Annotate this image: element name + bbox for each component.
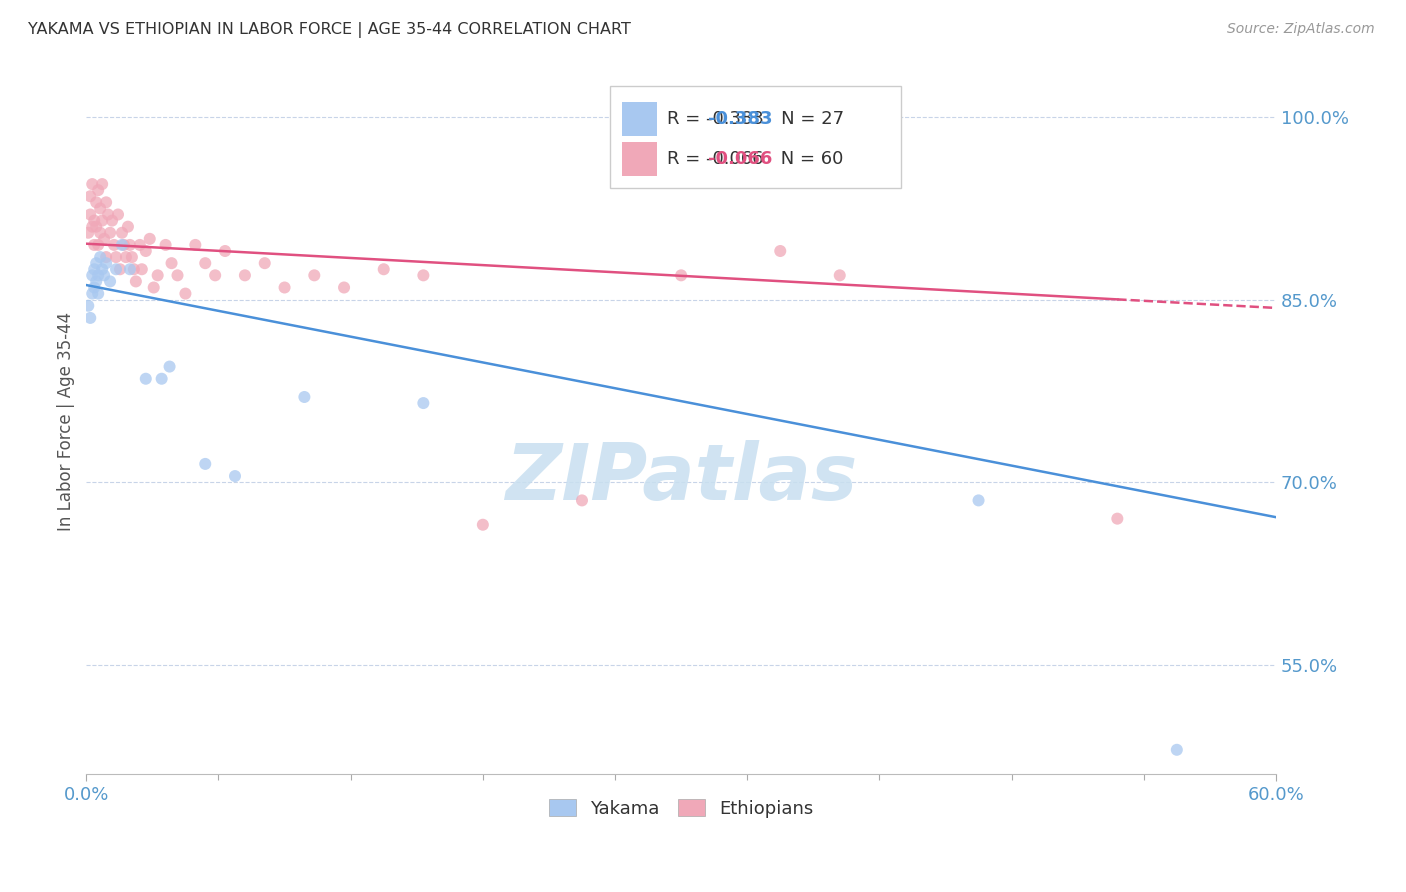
Legend: Yakama, Ethiopians: Yakama, Ethiopians	[541, 792, 821, 825]
Point	[94, 256, 117, 270]
Point	[87, 286, 110, 301]
Point	[93, 232, 115, 246]
FancyBboxPatch shape	[621, 102, 658, 136]
Point	[105, 262, 128, 277]
Point	[146, 268, 169, 283]
Point	[669, 268, 692, 283]
Point	[82, 268, 104, 283]
Point	[101, 213, 124, 227]
Point	[83, 238, 105, 252]
Text: Source: ZipAtlas.com: Source: ZipAtlas.com	[1227, 22, 1375, 37]
Point	[135, 372, 157, 386]
Point	[139, 232, 162, 246]
Point	[83, 262, 105, 277]
Point	[77, 226, 100, 240]
Point	[253, 256, 276, 270]
Point	[118, 238, 141, 252]
Text: R = -0.066   N = 60: R = -0.066 N = 60	[666, 150, 844, 168]
Point	[214, 244, 236, 258]
Point	[131, 262, 153, 277]
Point	[79, 189, 101, 203]
Point	[273, 280, 295, 294]
Point	[79, 207, 101, 221]
Point	[79, 310, 101, 325]
Text: R = -0.383   N = 27: R = -0.383 N = 27	[666, 110, 844, 128]
Point	[84, 195, 107, 210]
Point	[373, 262, 395, 277]
Point	[471, 517, 494, 532]
Point	[135, 244, 157, 258]
Point	[111, 238, 134, 252]
Point	[204, 268, 226, 283]
Point	[142, 280, 165, 294]
Point	[91, 262, 114, 277]
Point	[108, 262, 131, 277]
Point	[194, 256, 217, 270]
Point	[122, 262, 145, 277]
Point	[82, 177, 104, 191]
Point	[118, 262, 141, 277]
Text: ZIPatlas: ZIPatlas	[505, 440, 858, 516]
Point	[111, 226, 134, 240]
Point	[84, 256, 107, 270]
Point	[89, 202, 111, 216]
Point	[1166, 743, 1188, 757]
Point	[83, 280, 105, 294]
Point	[125, 274, 148, 288]
Point	[1107, 511, 1129, 525]
Text: YAKAMA VS ETHIOPIAN IN LABOR FORCE | AGE 35-44 CORRELATION CHART: YAKAMA VS ETHIOPIAN IN LABOR FORCE | AGE…	[28, 22, 631, 38]
Point	[87, 183, 110, 197]
Point	[412, 396, 434, 410]
Point	[333, 280, 356, 294]
Point	[967, 493, 990, 508]
Point	[107, 207, 129, 221]
Point	[89, 226, 111, 240]
Point	[87, 238, 110, 252]
Point	[94, 250, 117, 264]
Point	[184, 238, 207, 252]
Point	[117, 219, 139, 234]
Point	[160, 256, 183, 270]
Point	[571, 493, 593, 508]
Point	[98, 274, 121, 288]
Point	[233, 268, 256, 283]
Point	[174, 286, 197, 301]
Point	[82, 219, 104, 234]
Text: -0.066: -0.066	[709, 150, 773, 168]
Point	[83, 213, 105, 227]
Point	[94, 195, 117, 210]
Point	[112, 238, 135, 252]
Point	[91, 213, 114, 227]
Point	[89, 250, 111, 264]
Point	[84, 219, 107, 234]
Point	[194, 457, 217, 471]
Point	[128, 238, 150, 252]
Point	[155, 238, 177, 252]
Point	[91, 177, 114, 191]
Point	[150, 372, 173, 386]
Point	[412, 268, 434, 283]
Point	[159, 359, 181, 374]
Point	[82, 286, 104, 301]
Point	[166, 268, 188, 283]
Point	[93, 268, 115, 283]
Point	[224, 469, 246, 483]
Point	[828, 268, 851, 283]
FancyBboxPatch shape	[621, 142, 658, 176]
Point	[115, 250, 138, 264]
Point	[87, 268, 110, 283]
Text: -0.383: -0.383	[709, 110, 773, 128]
FancyBboxPatch shape	[610, 87, 901, 188]
Point	[97, 207, 120, 221]
Y-axis label: In Labor Force | Age 35-44: In Labor Force | Age 35-44	[58, 312, 75, 531]
Point	[105, 250, 128, 264]
Point	[304, 268, 326, 283]
Point	[769, 244, 792, 258]
Point	[98, 226, 121, 240]
Point	[292, 390, 315, 404]
Point	[77, 299, 100, 313]
Point	[103, 238, 125, 252]
Point	[84, 274, 107, 288]
Point	[121, 250, 143, 264]
